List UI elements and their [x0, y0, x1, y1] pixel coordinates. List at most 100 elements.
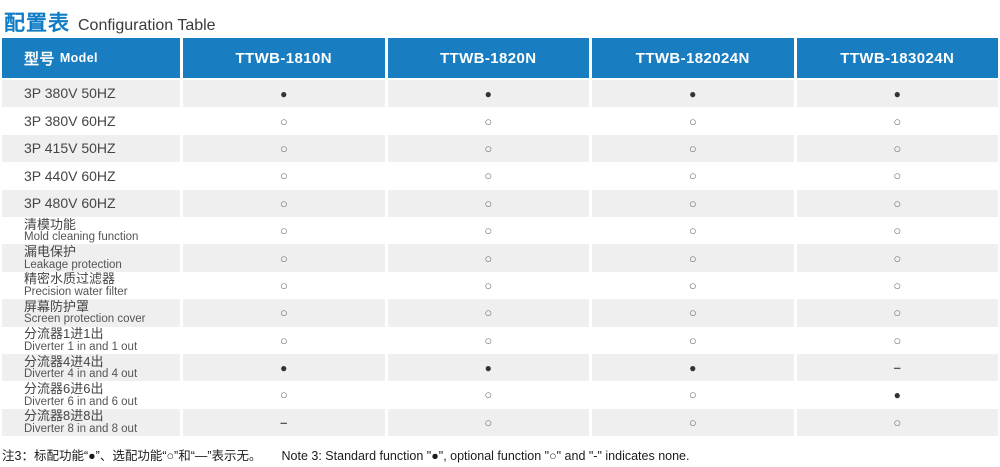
optional-mark: ○	[183, 381, 385, 409]
model-header-cell: 型号 Model	[2, 38, 180, 78]
footnote-en: Note 3: Standard function "●", optional …	[281, 449, 690, 464]
table-row: 3P 380V 60HZ ○ ○ ○ ○	[2, 107, 998, 135]
optional-mark: ○	[387, 381, 589, 409]
optional-mark: ○	[592, 299, 794, 327]
table-body: 3P 380V 50HZ ● ● ● ● 3P 380V 60HZ ○ ○ ○ ○ 3P 415V …	[2, 80, 998, 437]
optional-mark: ○	[183, 216, 385, 245]
row-label-cell: 清模功能 Mold cleaning function	[2, 216, 180, 245]
standard-mark: ●	[183, 353, 385, 382]
optional-mark: ○	[796, 162, 998, 190]
optional-mark: ○	[796, 299, 998, 327]
row-label-cn: 清模功能	[24, 216, 77, 232]
optional-mark: ○	[592, 216, 794, 245]
optional-mark: ○	[183, 189, 385, 217]
row-label-cell: 分流器1进1出 Diverter 1 in and 1 out	[2, 326, 180, 354]
page-title: 配置表 Configuration Table	[0, 0, 1000, 38]
row-label-en: Precision water filter	[24, 286, 128, 298]
optional-mark: ○	[387, 189, 589, 217]
table-row: 3P 480V 60HZ ○ ○ ○ ○	[2, 189, 998, 217]
column-header-ttwb-1810n: TTWB-1810N	[183, 38, 385, 78]
optional-mark: ○	[592, 381, 794, 409]
row-label-cn: 分流器1进1出	[24, 326, 104, 342]
table-row: 屏幕防护罩 Screen protection cover ○ ○ ○ ○	[2, 299, 998, 327]
optional-mark: ○	[387, 408, 589, 437]
optional-mark: ○	[183, 326, 385, 354]
optional-mark: ○	[592, 271, 794, 300]
optional-mark: ○	[796, 244, 998, 272]
optional-mark: ○	[183, 107, 385, 135]
optional-mark: ○	[592, 189, 794, 217]
row-label-en: Mold cleaning function	[24, 231, 139, 244]
optional-mark: ○	[796, 326, 998, 354]
row-label-cell: 3P 415V 50HZ	[2, 134, 180, 163]
optional-mark: ○	[387, 271, 589, 300]
optional-mark: ○	[592, 107, 794, 135]
model-header-cn: 型号	[24, 50, 55, 68]
table-row: 精密水质过滤器 Precision water filter ○ ○ ○ ○	[2, 271, 998, 300]
optional-mark: ○	[387, 216, 589, 245]
row-label-cn: 精密水质过滤器	[24, 271, 116, 287]
standard-mark: ●	[183, 80, 385, 108]
optional-mark: ○	[183, 162, 385, 190]
optional-mark: ○	[592, 408, 794, 437]
footnote: 注3：标配功能“●”、选配功能“○”和“—”表示无。 Note 3: Standa…	[2, 445, 1000, 464]
row-label-cn: 分流器6进6出	[24, 381, 104, 396]
row-label-cell: 精密水质过滤器 Precision water filter	[2, 271, 180, 300]
optional-mark: ○	[592, 162, 794, 190]
optional-mark: ○	[592, 244, 794, 272]
row-label-cn: 分流器4进4出	[24, 353, 104, 369]
optional-mark: ○	[387, 244, 589, 272]
table-row: 分流器1进1出 Diverter 1 in and 1 out ○ ○ ○ ○	[2, 326, 998, 354]
standard-mark: ●	[592, 80, 794, 108]
optional-mark: ○	[592, 134, 794, 163]
optional-mark: ○	[183, 271, 385, 300]
table-row: 漏电保护 Leakage protection ○ ○ ○ ○	[2, 244, 998, 272]
optional-mark: ○	[796, 189, 998, 217]
model-header-en: Model	[59, 51, 98, 65]
row-label-cell: 分流器6进6出 Diverter 6 in and 6 out	[2, 381, 180, 409]
table-row: 分流器6进6出 Diverter 6 in and 6 out ○ ○ ○ ●	[2, 381, 998, 409]
optional-mark: ○	[387, 162, 589, 190]
table-row: 3P 380V 50HZ ● ● ● ●	[2, 80, 998, 108]
optional-mark: ○	[387, 134, 589, 163]
row-label-cell: 3P 480V 60HZ	[2, 189, 180, 217]
row-label-cn: 漏电保护	[24, 244, 77, 259]
none-mark: –	[796, 353, 998, 382]
row-label-cell: 分流器4进4出 Diverter 4 in and 4 out	[2, 353, 180, 382]
row-label-cell: 3P 380V 50HZ	[2, 80, 180, 108]
optional-mark: ○	[796, 134, 998, 163]
optional-mark: ○	[183, 299, 385, 327]
optional-mark: ○	[796, 107, 998, 135]
footnote-cn: 注3：标配功能“●”、选配功能“○”和“—”表示无。	[2, 449, 262, 464]
row-label-en: Diverter 8 in and 8 out	[24, 422, 138, 435]
standard-mark: ●	[796, 80, 998, 108]
optional-mark: ○	[387, 107, 589, 135]
row-label-cell: 3P 380V 60HZ	[2, 107, 180, 135]
optional-mark: ○	[796, 408, 998, 437]
optional-mark: ○	[387, 326, 589, 354]
column-header-ttwb-1820n: TTWB-1820N	[387, 38, 589, 78]
optional-mark: ○	[387, 299, 589, 327]
column-header-ttwb-182024n: TTWB-182024N	[592, 38, 794, 78]
row-label-en: Leakage protection	[24, 258, 122, 271]
row-label-en: Diverter 1 in and 1 out	[24, 340, 138, 353]
optional-mark: ○	[796, 271, 998, 300]
optional-mark: ○	[592, 326, 794, 354]
page-title-cn: 配置表	[4, 12, 70, 35]
standard-mark: ●	[387, 353, 589, 382]
row-label-cell: 漏电保护 Leakage protection	[2, 244, 180, 272]
row-label-cn: 3P 380V 60HZ	[24, 112, 116, 129]
row-label-cell: 分流器8进8出 Diverter 8 in and 8 out	[2, 408, 180, 437]
table-row: 清模功能 Mold cleaning function ○ ○ ○ ○	[2, 216, 998, 245]
row-label-en: Diverter 6 in and 6 out	[24, 395, 138, 408]
row-label-cn: 分流器8进8出	[24, 408, 104, 424]
standard-mark: ●	[592, 353, 794, 382]
row-label-en: Screen protection cover	[24, 313, 146, 326]
row-label-cn: 屏幕防护罩	[24, 299, 90, 314]
optional-mark: ○	[796, 216, 998, 245]
table-row: 3P 440V 60HZ ○ ○ ○ ○	[2, 162, 998, 190]
optional-mark: ○	[183, 134, 385, 163]
table-row: 3P 415V 50HZ ○ ○ ○ ○	[2, 134, 998, 163]
row-label-cn: 3P 440V 60HZ	[24, 167, 116, 184]
